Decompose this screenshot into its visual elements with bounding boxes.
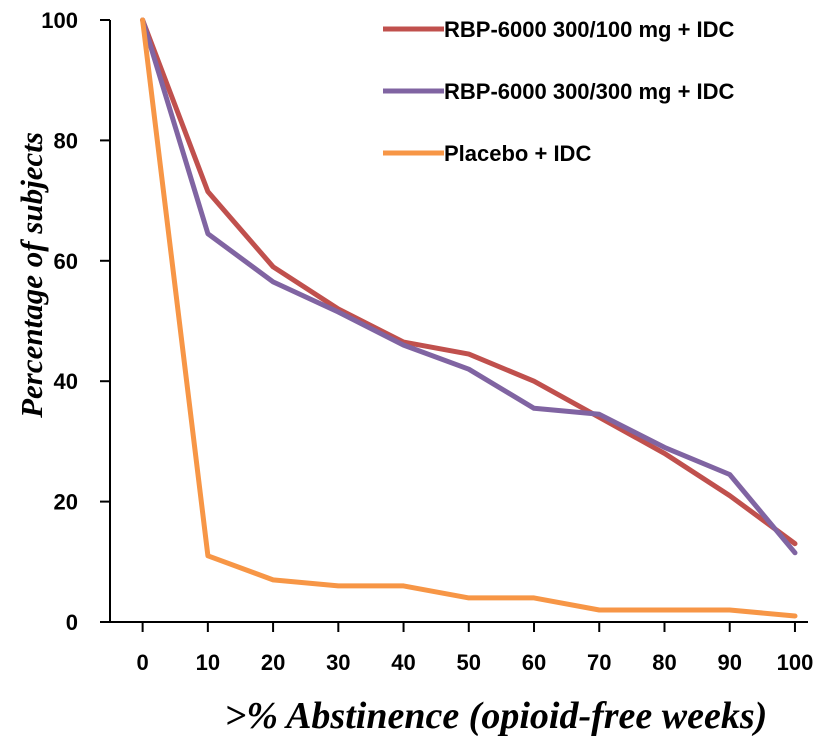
series-line-2: [140, 17, 798, 556]
x-axis-title: >% Abstinence (opioid-free weeks): [225, 695, 768, 736]
y-tick-label: 20: [54, 490, 78, 515]
y-axis-title: Percentage of subjects: [14, 132, 49, 419]
axes: [109, 20, 808, 623]
legend-label: RBP-6000 300/100 mg + IDC: [444, 17, 735, 42]
y-ticks: 0 20 40 60 80 100: [41, 8, 110, 635]
x-ticks: 0 10 20 30 40 50 60 70 80 90 100: [136, 622, 813, 675]
y-tick-label: 100: [41, 8, 78, 33]
series-lines: [140, 17, 798, 619]
legend: RBP-6000 300/100 mg + IDC RBP-6000 300/30…: [383, 17, 735, 166]
x-tick-label: 100: [777, 650, 814, 675]
x-tick-label: 80: [652, 650, 676, 675]
y-tick-label: 60: [54, 249, 78, 274]
y-tick-label: 0: [66, 610, 78, 635]
legend-label: Placebo + IDC: [444, 141, 591, 166]
x-tick-label: 70: [587, 650, 611, 675]
x-tick-label: 20: [261, 650, 285, 675]
x-tick-label: 0: [136, 650, 148, 675]
series-line-1: [140, 17, 798, 547]
x-tick-label: 60: [522, 650, 546, 675]
x-tick-label: 10: [196, 650, 220, 675]
x-tick-label: 40: [391, 650, 415, 675]
x-tick-label: 50: [457, 650, 481, 675]
series-line-3: [140, 17, 798, 619]
y-tick-label: 40: [54, 369, 78, 394]
x-tick-label: 30: [326, 650, 350, 675]
legend-label: RBP-6000 300/300 mg + IDC: [444, 79, 735, 104]
y-tick-label: 80: [54, 128, 78, 153]
x-tick-label: 90: [717, 650, 741, 675]
